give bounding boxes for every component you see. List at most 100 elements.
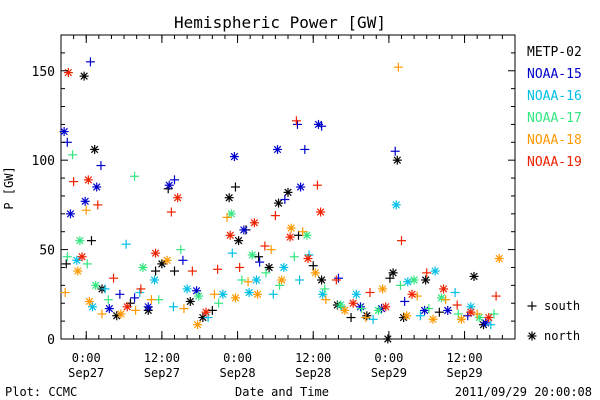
data-point-north xyxy=(392,155,402,165)
data-point-south xyxy=(227,248,237,258)
data-point-south xyxy=(168,302,178,312)
data-point-south xyxy=(333,273,343,283)
data-point-north xyxy=(90,144,100,154)
data-point-north xyxy=(104,304,114,314)
data-point-south xyxy=(146,295,156,305)
data-point-south xyxy=(81,205,91,215)
data-point-north xyxy=(351,289,361,299)
data-point-north xyxy=(409,275,419,285)
data-point-south xyxy=(489,309,499,319)
data-point-north xyxy=(185,296,195,306)
data-point-north xyxy=(466,302,476,312)
x-tick-label-time: 12:00 xyxy=(144,351,180,365)
data-point-south xyxy=(486,320,496,330)
data-point-north xyxy=(251,275,261,285)
data-point-south xyxy=(62,252,72,262)
data-point-north xyxy=(439,284,449,294)
data-point-north xyxy=(122,302,132,312)
data-point-north xyxy=(230,293,240,303)
data-point-north xyxy=(182,284,192,294)
data-point-north xyxy=(75,236,85,246)
data-point-south xyxy=(151,266,161,276)
data-point-north xyxy=(59,127,69,137)
x-tick-label-time: 0:00 xyxy=(374,351,403,365)
data-point-south xyxy=(298,227,308,237)
legend-entry-noaa-19: NOAA-19 xyxy=(527,155,582,170)
data-point-north xyxy=(402,311,412,321)
data-point-north xyxy=(378,284,388,294)
legend-entry-noaa-15: NOAA-15 xyxy=(527,67,582,82)
legend-entry-noaa-17: NOAA-17 xyxy=(527,111,582,126)
data-point-north xyxy=(407,289,417,299)
data-point-north xyxy=(225,230,235,240)
data-point-north xyxy=(443,305,453,315)
data-point-north xyxy=(164,180,174,190)
data-point-south xyxy=(397,236,406,246)
data-point-south xyxy=(97,309,107,319)
data-point-south xyxy=(441,295,451,305)
data-point-south xyxy=(170,266,179,276)
data-point-north xyxy=(162,255,172,265)
data-point-north xyxy=(484,313,494,323)
y-tick-label: 100 xyxy=(32,154,55,169)
data-point-north xyxy=(73,266,83,276)
data-point-north xyxy=(373,305,383,315)
data-point-north xyxy=(336,300,346,310)
data-point-south xyxy=(93,200,103,210)
x-tick-label-date: Sep28 xyxy=(295,366,331,380)
data-point-south xyxy=(280,195,290,205)
data-point-north xyxy=(138,262,148,272)
x-tick-label-time: 12:00 xyxy=(295,351,331,365)
data-point-south xyxy=(266,245,276,255)
y-axis-label: P [GW] xyxy=(2,166,16,209)
plot-frame xyxy=(60,34,516,340)
data-point-south xyxy=(312,180,322,190)
data-point-south xyxy=(179,304,189,314)
data-point-south xyxy=(491,291,501,301)
data-point-south xyxy=(415,311,425,321)
data-point-north xyxy=(264,262,274,272)
data-point-south xyxy=(131,305,141,315)
data-point-south xyxy=(368,314,378,324)
data-point-south xyxy=(86,236,96,246)
data-point-north xyxy=(469,271,479,281)
y-tick-label: 50 xyxy=(39,244,55,259)
y-tick-label: 150 xyxy=(32,65,55,80)
data-point-south xyxy=(270,211,280,221)
x-tick-label-date: Sep29 xyxy=(446,366,482,380)
data-point-south xyxy=(243,277,253,287)
data-point-south xyxy=(365,288,375,298)
data-point-north xyxy=(77,252,87,262)
data-point-north xyxy=(456,314,466,324)
data-point-north xyxy=(143,302,153,312)
data-point-north xyxy=(91,280,101,290)
data-point-south xyxy=(261,268,271,278)
series-metp-02 xyxy=(61,71,488,344)
data-point-north xyxy=(151,248,161,258)
legend-entry-noaa-16: NOAA-16 xyxy=(527,89,582,104)
data-point-north xyxy=(173,193,183,203)
data-point-south xyxy=(109,273,119,283)
data-point-north xyxy=(420,305,430,315)
data-point-south xyxy=(100,284,110,294)
x-tick-label-time: 0:00 xyxy=(72,351,101,365)
data-point-north xyxy=(79,71,89,81)
series-noaa-15 xyxy=(59,57,491,328)
legend: METP-02 NOAA-15 NOAA-16 NOAA-17 NOAA-18 NOAA-… xyxy=(527,45,582,170)
data-point-north xyxy=(253,289,263,299)
series-noaa-19 xyxy=(63,68,501,323)
data-point-south xyxy=(308,261,318,271)
data-point-north xyxy=(116,309,126,319)
legend-entry-metp-02: METP-02 xyxy=(527,45,582,60)
data-point-south xyxy=(82,259,92,269)
data-point-south xyxy=(187,266,197,276)
data-point-north xyxy=(279,262,289,272)
x-tick-label-date: Sep27 xyxy=(144,366,180,380)
data-point-north xyxy=(249,218,259,228)
data-point-south xyxy=(178,255,188,265)
data-point-north xyxy=(286,223,296,233)
data-point-north xyxy=(317,275,327,285)
marker-legend-label: north xyxy=(544,329,580,343)
marker-legend-label: south xyxy=(544,299,580,313)
